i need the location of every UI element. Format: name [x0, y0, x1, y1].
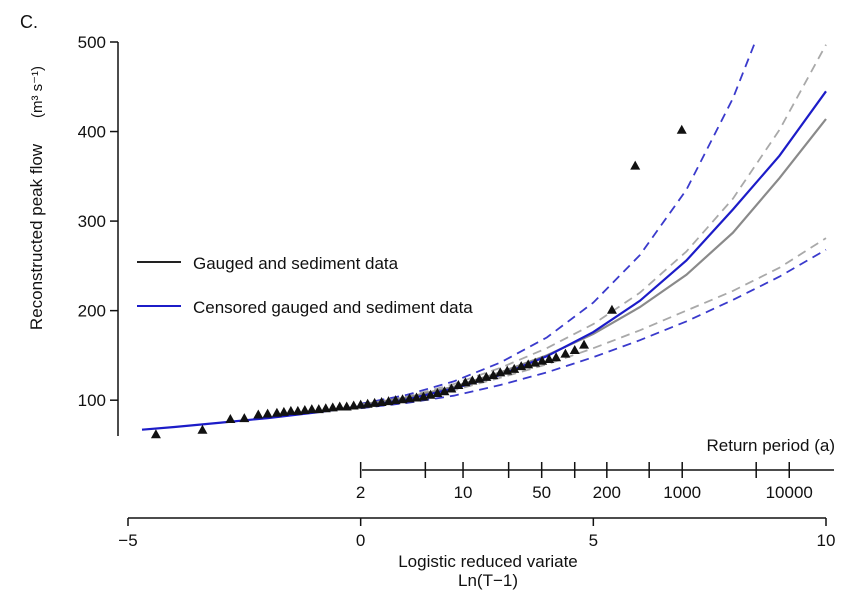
return-period-tick-label: 2: [356, 483, 365, 502]
y-ticks: 100 200 300 400 500: [78, 33, 118, 410]
x-tick-label: 10: [817, 531, 836, 550]
data-point: [569, 345, 580, 355]
gauged-upper-ci-line: [360, 44, 827, 405]
y-tick-label: 300: [78, 212, 106, 231]
data-point: [262, 408, 273, 418]
data-point: [334, 401, 345, 411]
return-period-tick-label: 200: [593, 483, 621, 502]
return-period-ticks: 2 10 50 200 1000 10000: [356, 462, 813, 502]
data-point: [579, 339, 590, 349]
data-point: [390, 395, 401, 405]
legend: Gauged and sediment data Censored gauged…: [137, 254, 473, 317]
data-point: [551, 352, 562, 362]
data-point: [150, 429, 161, 439]
gauged-fit-line: [360, 118, 827, 406]
data-point: [327, 402, 338, 412]
data-point: [271, 407, 282, 417]
y-axis-unit: (m³ s⁻¹): [29, 66, 46, 118]
data-point: [404, 393, 415, 403]
data-point: [320, 403, 331, 413]
data-point: [446, 383, 457, 393]
return-period-tick-label: 1000: [663, 483, 701, 502]
x-ticks: −5 0 5 10: [118, 518, 835, 550]
confidence-interval-lines: [360, 40, 827, 410]
data-point: [362, 398, 373, 408]
return-period-axis: Return period (a) 2 10 50 200 1000 10000: [356, 436, 835, 502]
data-point: [676, 124, 687, 134]
data-point: [509, 363, 520, 373]
y-tick-label: 200: [78, 302, 106, 321]
legend-label-gauged: Gauged and sediment data: [193, 254, 399, 273]
data-point: [560, 348, 571, 358]
return-period-tick-label: 10000: [766, 483, 813, 502]
data-point: [606, 304, 617, 314]
gauged-lower-ci-line: [360, 237, 827, 407]
x-tick-label: 0: [356, 531, 365, 550]
data-point: [439, 386, 450, 396]
x-axis: −5 0 5 10: [118, 517, 835, 550]
data-point: [299, 405, 310, 415]
return-period-tick-label: 10: [454, 483, 473, 502]
data-point: [292, 405, 303, 415]
return-period-title: Return period (a): [706, 436, 835, 455]
data-point: [376, 396, 387, 406]
data-point: [369, 397, 380, 407]
x-axis-label: Logistic reduced variate: [398, 552, 578, 571]
data-point: [197, 424, 208, 434]
data-point: [225, 413, 236, 423]
y-tick-label: 100: [78, 391, 106, 410]
legend-label-censored: Censored gauged and sediment data: [193, 298, 473, 317]
data-point: [278, 406, 289, 416]
y-tick-label: 500: [78, 33, 106, 52]
data-point: [630, 160, 641, 170]
data-point: [348, 400, 359, 410]
x-axis-sublabel: Ln(T−1): [458, 571, 518, 590]
data-point: [341, 401, 352, 411]
data-point: [239, 413, 250, 423]
y-tick-label: 400: [78, 123, 106, 142]
return-period-tick-label: 50: [532, 483, 551, 502]
data-point: [285, 405, 296, 415]
data-point: [397, 394, 408, 404]
data-point: [253, 409, 264, 419]
data-point: [453, 379, 464, 389]
observed-points: [150, 124, 687, 439]
data-point: [313, 404, 324, 414]
data-point: [355, 399, 366, 409]
data-point: [488, 370, 499, 380]
data-point: [411, 392, 422, 402]
censored-lower-ci-line: [360, 248, 827, 410]
panel-label: C.: [20, 12, 38, 32]
data-point: [306, 404, 317, 414]
data-point: [383, 396, 394, 406]
x-tick-label: −5: [118, 531, 137, 550]
y-axis: 100 200 300 400 500: [78, 33, 119, 436]
x-tick-label: 5: [589, 531, 598, 550]
censored-upper-ci-line: [360, 40, 757, 405]
y-axis-label: Reconstructed peak flow: [27, 143, 46, 330]
